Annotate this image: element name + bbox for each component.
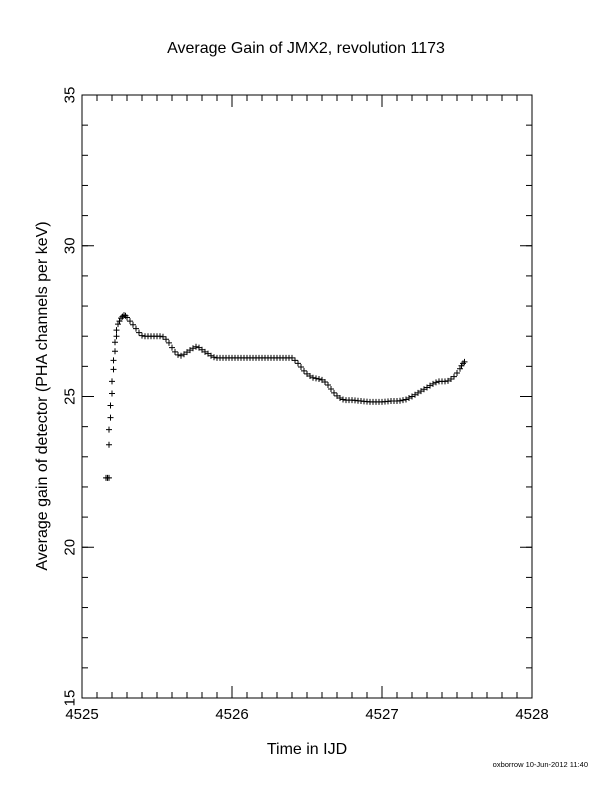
x-tick-label: 4526 [215, 706, 248, 723]
data-point [397, 397, 403, 404]
data-point [193, 343, 199, 350]
data-point [340, 396, 346, 403]
data-point [461, 358, 468, 365]
y-tick-label: 30 [62, 237, 79, 254]
x-tick-label: 4528 [515, 706, 548, 723]
data-point [106, 441, 112, 448]
data-point [454, 369, 460, 376]
data-point [313, 375, 319, 382]
data-point [112, 348, 118, 355]
data-point [106, 426, 112, 433]
x-tick-labels: 4525 4526 4527 4528 [65, 706, 548, 723]
data-point [178, 352, 184, 359]
data-point [322, 379, 328, 386]
data-point [127, 318, 133, 325]
data-point [172, 348, 178, 355]
data-point [139, 332, 145, 339]
footer-credit: oxborrow 10-Jun-2012 11:40 [493, 760, 588, 769]
data-point [451, 373, 457, 380]
y-axis-label: Average gain of detector (PHA channels p… [34, 221, 51, 570]
data-point [115, 321, 121, 328]
data-point [166, 339, 172, 346]
data-point [301, 367, 307, 374]
y-tick-label: 25 [62, 388, 79, 405]
data-point [403, 396, 409, 403]
x-tick-label: 4525 [65, 706, 98, 723]
x-tick-label: 4527 [365, 706, 398, 723]
data-point [157, 333, 163, 340]
data-point [292, 357, 298, 364]
data-point [107, 402, 114, 409]
data-point [298, 363, 304, 370]
data-point [107, 414, 114, 421]
y-tick-label: 15 [62, 690, 79, 707]
data-point [109, 390, 115, 397]
data-point [163, 336, 169, 343]
data-point [310, 374, 316, 381]
data-point [169, 344, 175, 351]
data-point [295, 360, 301, 367]
data-point [457, 365, 463, 372]
data-point [331, 389, 337, 396]
data-point [136, 329, 142, 336]
data-point [116, 318, 123, 325]
data-point [328, 385, 334, 392]
data-point [316, 376, 322, 383]
data-point [106, 474, 112, 481]
data-point [113, 327, 120, 334]
y-tick-label: 35 [62, 87, 79, 104]
data-point [442, 378, 448, 385]
data-point [130, 321, 136, 328]
x-axis-label: Time in IJD [267, 741, 347, 758]
data-point [433, 379, 439, 386]
data-point [133, 325, 139, 332]
data-point [113, 333, 120, 340]
y-tick-label: 20 [62, 539, 79, 556]
y-tick-labels: 15 20 25 30 35 [62, 87, 79, 707]
data-point [406, 395, 412, 402]
data-point [325, 382, 331, 389]
data-point [175, 351, 181, 358]
data-point [119, 313, 126, 320]
data-point [110, 357, 117, 364]
plot-frame [81, 94, 533, 699]
data-point [109, 378, 115, 385]
axis-ticks [81, 94, 533, 699]
chart-title: Average Gain of JMX2, revolution 1173 [167, 40, 445, 57]
data-point [110, 366, 117, 373]
data-point [112, 339, 118, 346]
data-point [400, 397, 406, 404]
data-point [124, 314, 130, 321]
data-point [211, 354, 217, 361]
data-points [103, 312, 468, 481]
